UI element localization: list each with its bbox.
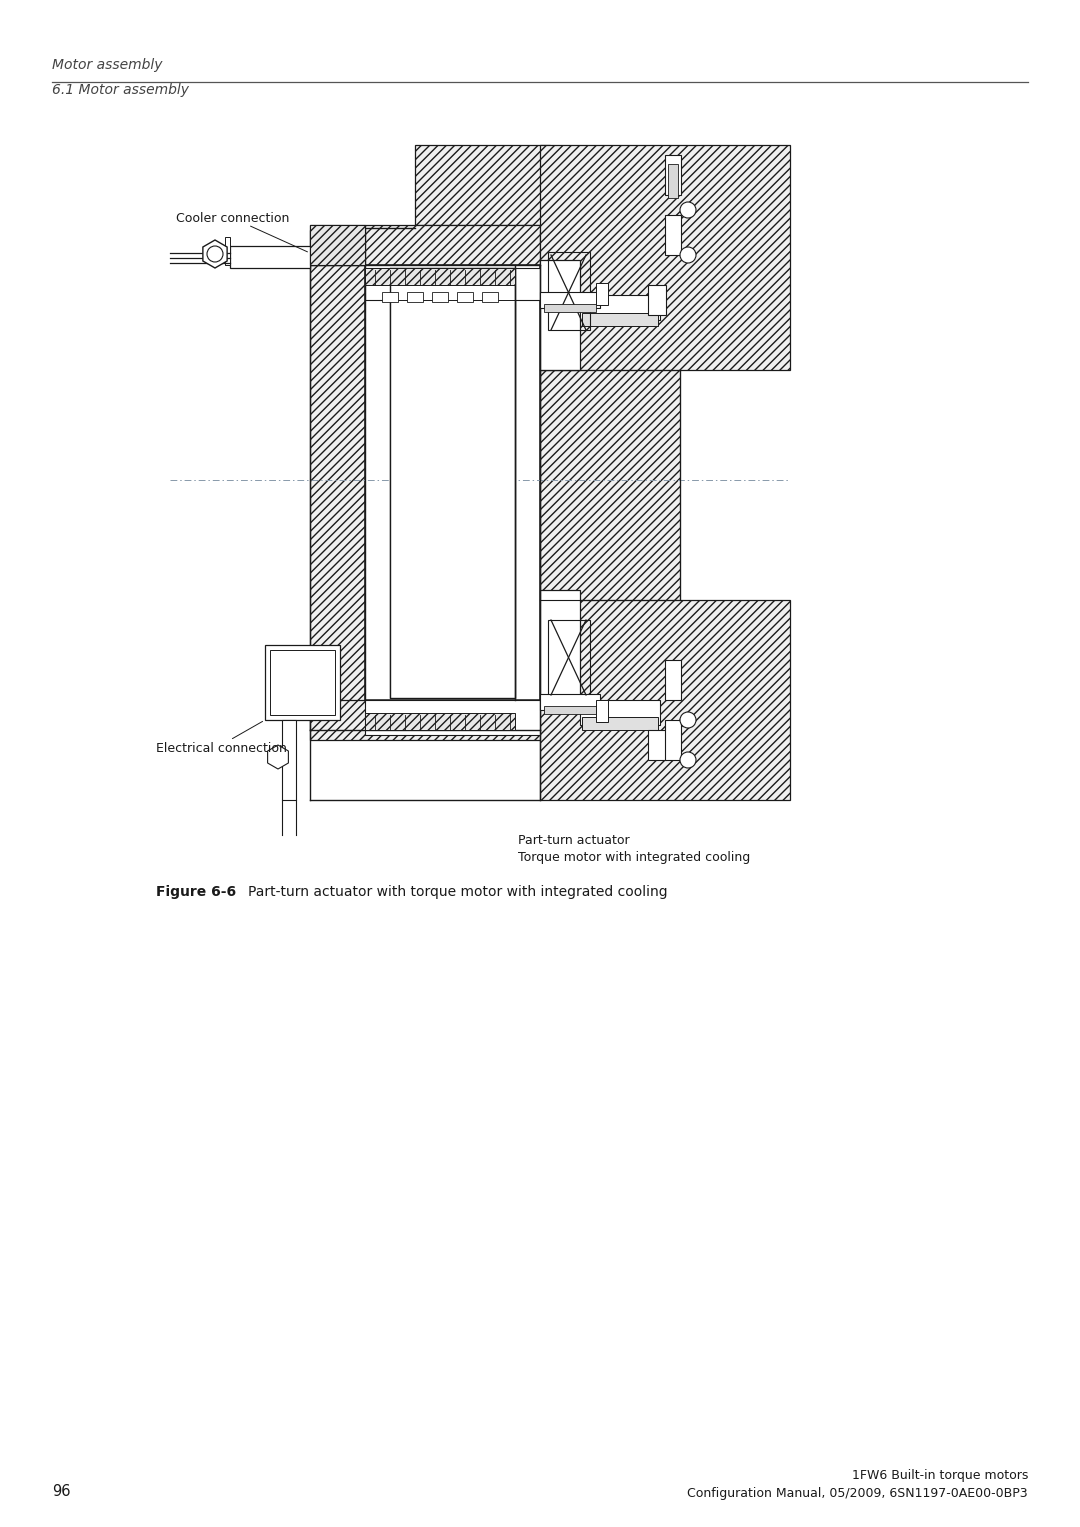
Bar	[365, 699, 540, 734]
Text: Part-turn actuator: Part-turn actuator	[518, 834, 630, 846]
Bar	[540, 145, 789, 370]
Bar	[415, 145, 550, 224]
Bar	[265, 644, 340, 721]
Bar	[648, 730, 666, 760]
Bar	[407, 292, 423, 302]
Circle shape	[680, 751, 696, 768]
Bar	[225, 237, 230, 266]
Bar	[270, 651, 335, 715]
Bar	[382, 292, 399, 302]
Bar	[540, 693, 600, 710]
Bar	[282, 721, 296, 800]
Bar	[365, 269, 515, 286]
Bar	[457, 292, 473, 302]
Text: Cooler connection: Cooler connection	[176, 212, 289, 224]
Bar	[482, 292, 498, 302]
Bar	[548, 620, 590, 698]
Bar	[582, 718, 658, 730]
Text: Configuration Manual, 05/2009, 6SN1197-0AE00-0BP3: Configuration Manual, 05/2009, 6SN1197-0…	[687, 1487, 1028, 1501]
Text: 6.1 Motor assembly: 6.1 Motor assembly	[52, 82, 189, 98]
Circle shape	[207, 246, 222, 263]
Bar	[648, 286, 666, 315]
Text: 1FW6 Built-in torque motors: 1FW6 Built-in torque motors	[852, 1469, 1028, 1483]
Bar	[596, 282, 608, 305]
Bar	[580, 699, 660, 725]
Circle shape	[680, 247, 696, 263]
Text: Motor assembly: Motor assembly	[52, 58, 162, 72]
Bar	[310, 231, 365, 730]
Circle shape	[680, 202, 696, 218]
Bar	[544, 304, 596, 312]
Bar	[365, 713, 515, 730]
Bar	[540, 600, 789, 800]
Text: 96: 96	[52, 1484, 70, 1500]
Bar	[310, 224, 550, 266]
Bar	[230, 246, 310, 269]
Text: Electrical connection: Electrical connection	[156, 742, 287, 754]
Bar	[665, 156, 681, 195]
Bar	[365, 266, 540, 699]
Polygon shape	[268, 745, 288, 770]
Bar	[432, 292, 448, 302]
Bar	[390, 269, 515, 698]
Bar	[548, 252, 590, 330]
Bar	[596, 699, 608, 722]
Bar	[669, 163, 678, 199]
Bar	[365, 269, 540, 299]
Text: Part-turn actuator with torque motor with integrated cooling: Part-turn actuator with torque motor wit…	[248, 886, 667, 899]
Bar	[665, 660, 681, 699]
Bar	[665, 721, 681, 760]
Bar	[544, 705, 596, 715]
Bar	[540, 292, 600, 308]
Bar	[310, 699, 550, 741]
Polygon shape	[203, 240, 227, 269]
Bar	[582, 313, 658, 325]
Bar	[540, 589, 580, 699]
Bar	[366, 270, 539, 699]
Bar	[540, 260, 580, 370]
Bar	[310, 224, 365, 266]
Bar	[540, 231, 680, 730]
Bar	[665, 215, 681, 255]
Circle shape	[680, 712, 696, 728]
Text: Figure 6-6: Figure 6-6	[156, 886, 237, 899]
Bar	[580, 295, 660, 321]
Text: Torque motor with integrated cooling: Torque motor with integrated cooling	[518, 852, 751, 864]
